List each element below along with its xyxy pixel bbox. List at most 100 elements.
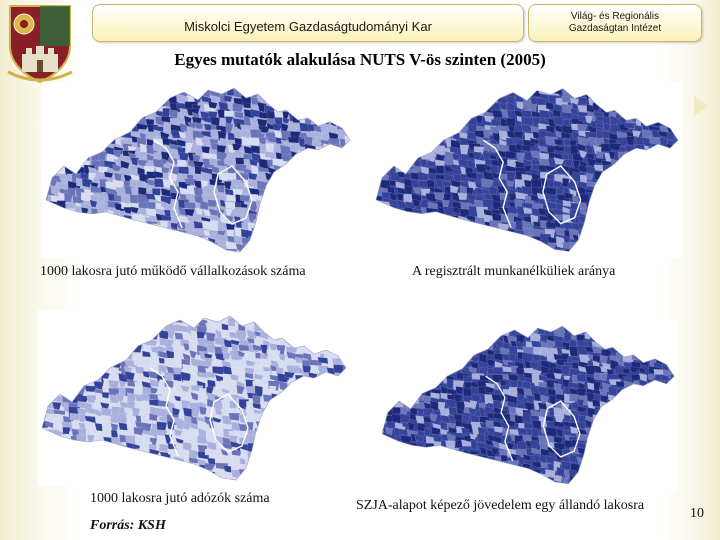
- settlement-cell: [658, 221, 670, 232]
- settlement-cell: [389, 236, 398, 244]
- settlement-cell: [55, 450, 64, 457]
- settlement-cell: [311, 416, 320, 425]
- settlement-cell: [396, 130, 406, 138]
- settlement-cell: [601, 456, 610, 468]
- settlement-cell: [630, 473, 642, 484]
- settlement-cell: [427, 230, 439, 239]
- settlement-cell: [553, 180, 562, 188]
- settlement-cell: [662, 476, 675, 484]
- settlement-cell: [126, 310, 133, 315]
- settlement-cell: [667, 111, 677, 119]
- settlement-cell: [617, 447, 630, 456]
- settlement-cell: [410, 88, 421, 92]
- settlement-cell: [341, 379, 346, 388]
- settlement-cell: [268, 385, 277, 394]
- settlement-cell: [335, 421, 346, 429]
- settlement-cell: [334, 344, 346, 354]
- settlement-cell: [131, 244, 142, 252]
- settlement-cell: [591, 448, 600, 456]
- settlement-cell: [251, 145, 261, 155]
- settlement-cell: [493, 367, 505, 376]
- settlement-cell: [42, 385, 49, 394]
- settlement-cell: [592, 468, 603, 477]
- settlement-cell: [128, 88, 140, 91]
- settlement-cell: [385, 338, 399, 346]
- settlement-cell: [425, 473, 439, 483]
- settlement-cell: [314, 208, 327, 219]
- settlement-cell: [115, 469, 128, 479]
- settlement-cell: [640, 467, 652, 478]
- settlement-cell: [124, 339, 133, 348]
- settlement-cell: [321, 159, 333, 166]
- settlement-cell: [639, 487, 651, 490]
- settlement-cell: [115, 330, 126, 338]
- settlement-cell: [59, 338, 72, 346]
- settlement-cell: [115, 237, 127, 245]
- settlement-cell: [628, 186, 639, 196]
- settlement-cell: [168, 237, 181, 248]
- settlement-cell: [53, 345, 63, 352]
- settlement-cell: [385, 327, 396, 338]
- settlement-cell: [258, 227, 269, 237]
- settlement-cell: [466, 159, 476, 169]
- settlement-cell: [49, 132, 59, 142]
- settlement-cell: [450, 110, 462, 118]
- settlement-cell: [442, 88, 451, 91]
- settlement-cell: [381, 435, 387, 443]
- settlement-cell: [242, 249, 253, 252]
- settlement-cell: [58, 227, 68, 238]
- settlement-cell: [89, 214, 100, 224]
- settlement-cell: [657, 488, 666, 490]
- settlement-cell: [476, 136, 484, 146]
- settlement-cell: [334, 399, 345, 408]
- settlement-cell: [474, 82, 484, 87]
- settlement-cell: [483, 475, 494, 484]
- settlement-cell: [46, 143, 54, 151]
- settlement-cell: [61, 317, 75, 326]
- settlement-cell: [326, 422, 337, 430]
- settlement-cell: [468, 366, 477, 374]
- settlement-cell: [561, 365, 572, 376]
- settlement-cell: [393, 228, 405, 236]
- settlement-cell: [278, 408, 291, 416]
- settlement-cell: [255, 461, 265, 473]
- settlement-cell: [413, 110, 422, 120]
- settlement-cell: [319, 448, 332, 457]
- settlement-cell: [335, 458, 344, 467]
- settlement-cell: [626, 89, 635, 96]
- settlement-cell: [275, 173, 286, 185]
- settlement-cell: [396, 153, 404, 161]
- settlement-cell: [263, 449, 273, 459]
- settlement-cell: [294, 379, 307, 388]
- settlement-cell: [500, 347, 511, 355]
- settlement-cell: [328, 96, 337, 107]
- settlement-cell: [249, 158, 258, 166]
- settlement-cell: [300, 310, 308, 316]
- settlement-cell: [375, 214, 384, 223]
- settlement-cell: [587, 255, 595, 258]
- settlement-cell: [393, 455, 402, 463]
- map-regions: [381, 326, 675, 490]
- settlement-cell: [426, 160, 437, 167]
- settlement-cell: [320, 206, 333, 214]
- settlement-cell: [385, 381, 398, 391]
- settlement-cell: [341, 468, 346, 476]
- settlement-cell: [394, 236, 404, 247]
- settlement-cell: [417, 369, 427, 379]
- settlement-cell: [279, 462, 289, 470]
- settlement-cell: [577, 481, 590, 484]
- settlement-cell: [266, 88, 275, 92]
- settlement-cell: [310, 423, 323, 432]
- settlement-cell: [474, 130, 486, 138]
- settlement-cell: [70, 365, 81, 375]
- settlement-cell: [46, 172, 50, 181]
- settlement-cell: [321, 257, 330, 258]
- settlement-cell: [513, 131, 524, 138]
- settlement-cell: [62, 426, 71, 435]
- settlement-cell: [293, 463, 302, 472]
- settlement-cell: [165, 485, 176, 486]
- settlement-cell: [616, 489, 625, 490]
- settlement-cell: [115, 222, 125, 234]
- settlement-cell: [287, 448, 297, 455]
- settlement-cell: [188, 457, 200, 464]
